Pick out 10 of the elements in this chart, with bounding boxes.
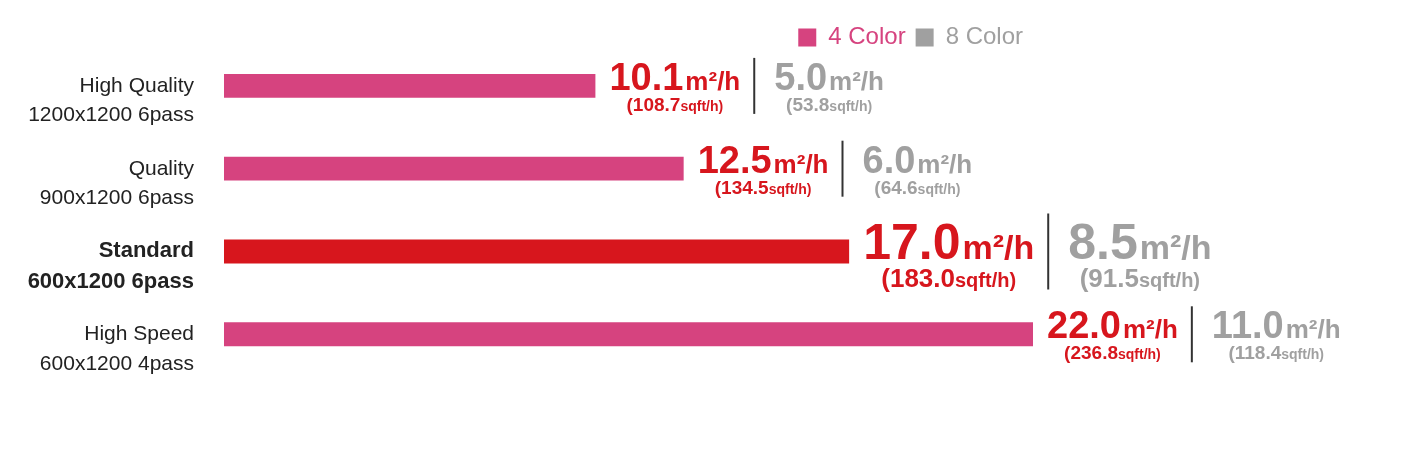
legend-label: 4 Color <box>828 22 906 50</box>
y-tick-label: Standard 600x1200 6pass <box>27 237 194 293</box>
bar <box>224 239 850 264</box>
y-tick-label: High Speed 600x1200 4pass <box>39 321 194 374</box>
bar <box>224 73 596 98</box>
legend-label: 8 Color <box>945 22 1024 50</box>
bar <box>224 322 1033 347</box>
bar <box>224 156 684 181</box>
y-tick-label: Quality 900x1200 6pass <box>39 155 195 209</box>
y-tick-label: High Quality 1200x1200 6pass <box>28 72 195 126</box>
